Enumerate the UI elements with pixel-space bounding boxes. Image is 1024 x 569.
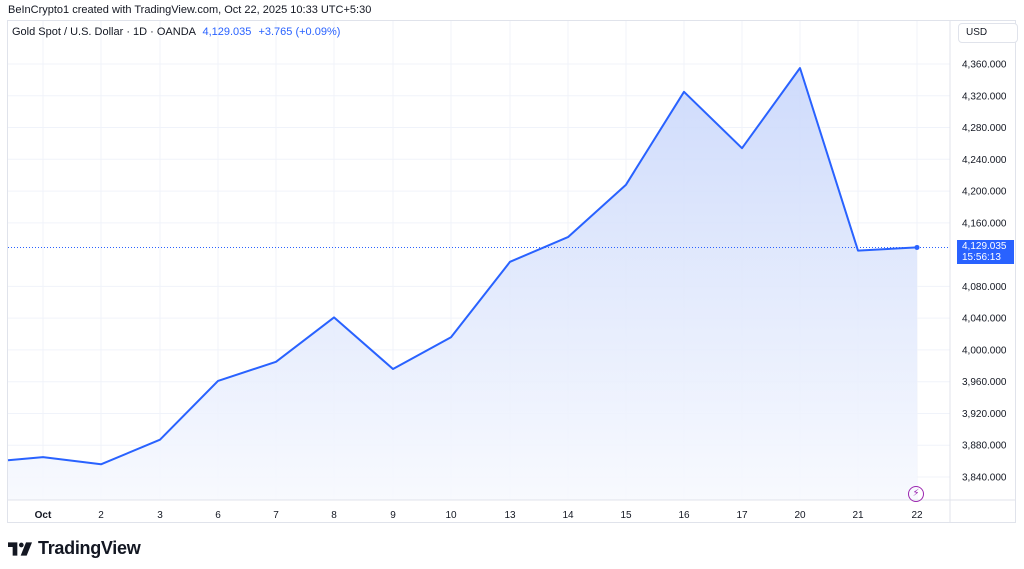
time-axis-label: 13: [504, 510, 516, 521]
time-axis[interactable]: Oct 2 3 6 7 8 9 10 13 14 15 16 17 20 21 22: [35, 510, 923, 521]
time-axis-label: 8: [331, 510, 337, 521]
attribution-text: BeInCrypto1 created with TradingView.com…: [8, 4, 372, 16]
price-axis-label: 4,280.000: [962, 123, 1007, 134]
time-axis-label: Oct: [35, 510, 52, 521]
time-axis-label: 6: [215, 510, 221, 521]
last-price-value: 4,129.035: [962, 241, 1007, 252]
time-axis-label: 7: [273, 510, 279, 521]
time-axis-label: 16: [678, 510, 690, 521]
time-axis-label: 10: [445, 510, 457, 521]
currency-button[interactable]: USD: [958, 23, 1018, 43]
time-axis-label: 15: [620, 510, 632, 521]
time-axis-label: 9: [390, 510, 396, 521]
price-axis-label: 3,840.000: [962, 473, 1007, 484]
time-axis-label: 17: [736, 510, 748, 521]
brand-name: TradingView: [38, 538, 141, 558]
legend-change: +3.765 (+0.09%): [258, 26, 341, 38]
price-axis-label: 4,360.000: [962, 60, 1007, 71]
time-axis-label: 20: [794, 510, 806, 521]
price-axis-label: 4,320.000: [962, 91, 1007, 102]
time-axis-label: 22: [911, 510, 923, 521]
symbol-title: Gold Spot / U.S. Dollar · 1D · OANDA: [12, 26, 196, 38]
price-axis-label: 4,000.000: [962, 345, 1007, 356]
price-axis-label: 4,040.000: [962, 314, 1007, 325]
tradingview-mark-icon: [8, 541, 32, 556]
price-axis-label: 4,160.000: [962, 218, 1007, 229]
price-line: [7, 67, 918, 466]
legend-price: 4,129.035: [202, 26, 252, 38]
price-axis-label: 3,960.000: [962, 377, 1007, 388]
price-axis-label: 4,200.000: [962, 187, 1007, 198]
chart-frame: [7, 20, 1016, 523]
time-axis-label: 3: [157, 510, 163, 521]
last-price-tag: 4,129.035 15:56:13: [957, 240, 1014, 264]
bar-countdown: 15:56:13: [962, 252, 1001, 263]
price-axis-label: 4,240.000: [962, 155, 1007, 166]
last-price-dot: [914, 244, 920, 250]
price-area-fill: [8, 68, 917, 500]
lightning-icon[interactable]: ⚡: [908, 486, 924, 502]
price-axis-label: 3,880.000: [962, 441, 1007, 452]
price-axis-label: 4,080.000: [962, 282, 1007, 293]
tradingview-logo[interactable]: TradingView: [8, 538, 141, 559]
time-axis-label: 21: [852, 510, 864, 521]
price-axis-label: 3,920.000: [962, 409, 1007, 420]
price-axis[interactable]: 4,360.000 4,320.000 4,280.000 4,240.000 4,20…: [962, 60, 1007, 484]
chart-legend[interactable]: Gold Spot / U.S. Dollar · 1D · OANDA 4,1…: [12, 26, 340, 38]
time-axis-label: 14: [562, 510, 574, 521]
time-axis-label: 2: [98, 510, 104, 521]
